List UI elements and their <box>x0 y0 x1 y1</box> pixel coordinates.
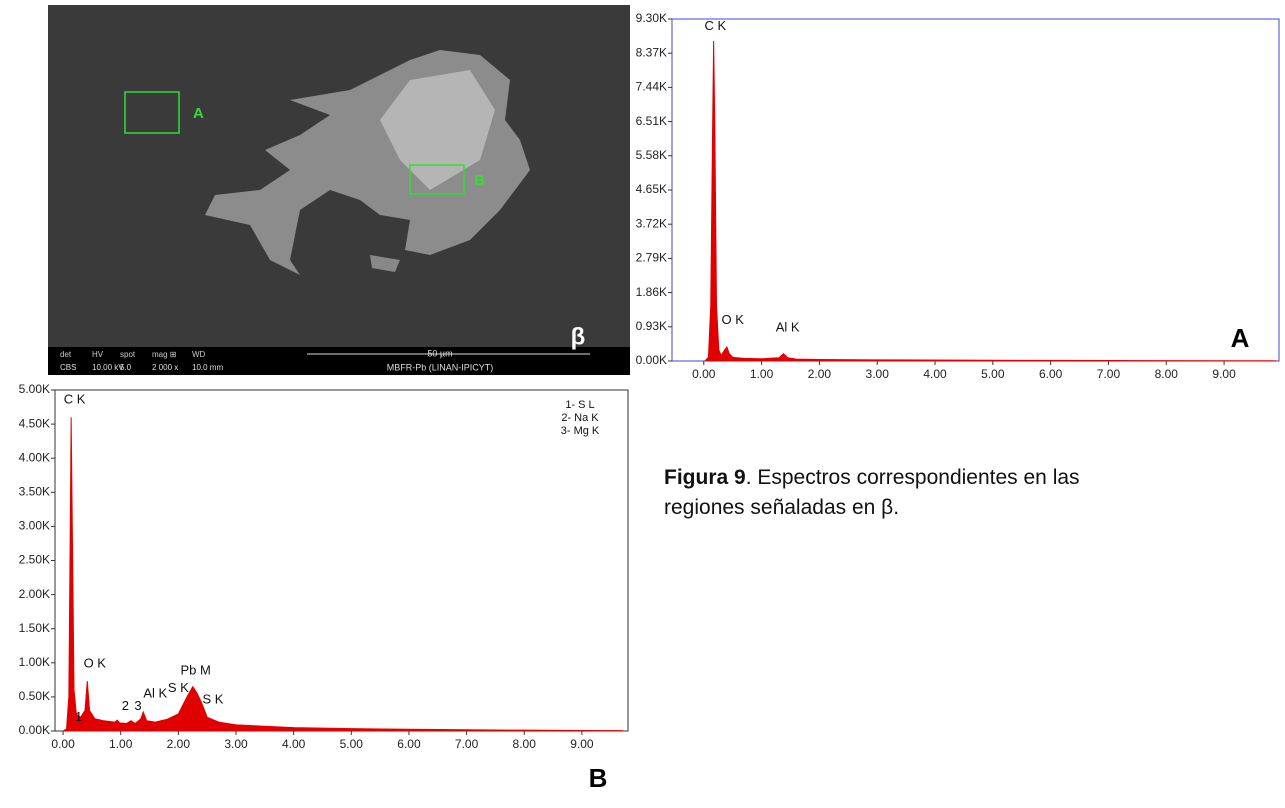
caption: Figura 9. Espectros correspondientes en … <box>664 463 1084 523</box>
region-label: B <box>474 172 485 189</box>
peak-label: O K <box>721 312 744 327</box>
databar-header: mag ⊞ <box>152 350 177 359</box>
peak-label: 1 <box>75 709 82 724</box>
x-tick-label: 9.00 <box>570 737 594 751</box>
region-a-box <box>124 91 180 134</box>
peak-label: O K <box>84 656 107 671</box>
x-tick-label: 5.00 <box>981 367 1005 381</box>
databar-header: spot <box>120 350 136 359</box>
peak-label: S K <box>202 692 223 707</box>
x-tick-label: 2.00 <box>167 737 191 751</box>
y-tick-label: 4.50K <box>19 416 50 430</box>
y-tick-label: 3.72K <box>636 216 667 230</box>
peak-label: C K <box>64 392 86 407</box>
panel-label: B <box>589 763 608 793</box>
y-tick-label: 8.37K <box>636 45 667 59</box>
peak-legend: 3- Mg K <box>561 425 600 437</box>
region-b-box <box>409 164 465 195</box>
y-tick-label: 1.00K <box>19 655 50 669</box>
y-tick-label: 2.00K <box>19 587 50 601</box>
y-tick-label: 5.00K <box>19 382 50 396</box>
x-tick-label: 9.00 <box>1212 367 1236 381</box>
x-tick-label: 8.00 <box>1155 367 1179 381</box>
y-tick-label: 7.44K <box>636 80 667 94</box>
x-tick-label: 3.00 <box>866 367 890 381</box>
panel-label: A <box>1231 323 1250 353</box>
y-tick-label: 1.50K <box>19 621 50 635</box>
panel-label: β <box>571 323 586 350</box>
scale-label: 50 µm <box>427 348 452 358</box>
peak-legend: 1- S L <box>565 399 594 411</box>
spectrum-area <box>61 417 623 732</box>
y-tick-label: 0.50K <box>19 689 50 703</box>
caption-label: Figura 9 <box>664 466 746 489</box>
caption-text: . Espectros correspondientes en las regi… <box>664 466 1080 519</box>
y-tick-label: 3.00K <box>19 519 50 533</box>
x-tick-label: 0.00 <box>692 367 716 381</box>
x-tick-label: 1.00 <box>109 737 133 751</box>
peak-legend: 2- Na K <box>561 412 599 424</box>
x-tick-label: 7.00 <box>1097 367 1121 381</box>
peak-label: Al K <box>776 319 800 334</box>
databar-value: 10.00 kV <box>92 363 124 372</box>
y-tick-label: 6.51K <box>636 114 667 128</box>
peak-label: 3 <box>134 698 141 713</box>
sem-fragment <box>370 255 400 272</box>
x-tick-label: 0.00 <box>51 737 75 751</box>
region-label: A <box>193 105 204 122</box>
databar-header: HV <box>92 350 104 359</box>
y-tick-label: 0.93K <box>636 319 667 333</box>
y-tick-label: 2.50K <box>19 553 50 567</box>
y-tick-label: 0.00K <box>19 723 50 737</box>
y-tick-label: 3.50K <box>19 484 50 498</box>
x-tick-label: 5.00 <box>340 737 364 751</box>
x-tick-label: 4.00 <box>282 737 306 751</box>
plot-frame <box>54 389 629 732</box>
databar-header: WD <box>192 350 206 359</box>
peak-label: S K <box>168 680 189 695</box>
sem-databar <box>48 347 630 375</box>
sem-image: A B 50 µm MBFR-Pb (LINAN-IPICYT) β <box>48 5 630 375</box>
databar-value: 10.0 mm <box>192 363 223 372</box>
databar-value: 5.0 <box>120 363 132 372</box>
y-tick-label: 4.65K <box>636 182 667 196</box>
x-tick-label: 2.00 <box>808 367 832 381</box>
sample-label: MBFR-Pb (LINAN-IPICYT) <box>387 362 494 372</box>
peak-label: Pb M <box>180 662 210 677</box>
x-tick-label: 6.00 <box>1039 367 1063 381</box>
sem-particle-bright <box>380 70 495 190</box>
peak-label: Al K <box>143 686 167 701</box>
x-tick-label: 7.00 <box>455 737 479 751</box>
y-tick-label: 1.86K <box>636 285 667 299</box>
peak-label: 2 <box>122 698 129 713</box>
spectrum-area <box>703 41 1277 362</box>
y-tick-label: 5.58K <box>636 148 667 162</box>
x-tick-label: 4.00 <box>923 367 947 381</box>
x-tick-label: 8.00 <box>513 737 537 751</box>
x-tick-label: 3.00 <box>224 737 248 751</box>
databar-header: det <box>60 350 72 359</box>
x-tick-label: 1.00 <box>750 367 774 381</box>
databar-value: 2 000 x <box>152 363 178 372</box>
databar-value: CBS <box>60 363 76 372</box>
x-tick-label: 6.00 <box>397 737 421 751</box>
peak-label: C K <box>705 18 727 33</box>
y-tick-label: 2.79K <box>636 251 667 265</box>
y-tick-label: 4.00K <box>19 450 50 464</box>
plot-frame <box>671 18 1280 362</box>
y-tick-label: 0.00K <box>636 353 667 367</box>
y-tick-label: 9.30K <box>636 11 667 25</box>
